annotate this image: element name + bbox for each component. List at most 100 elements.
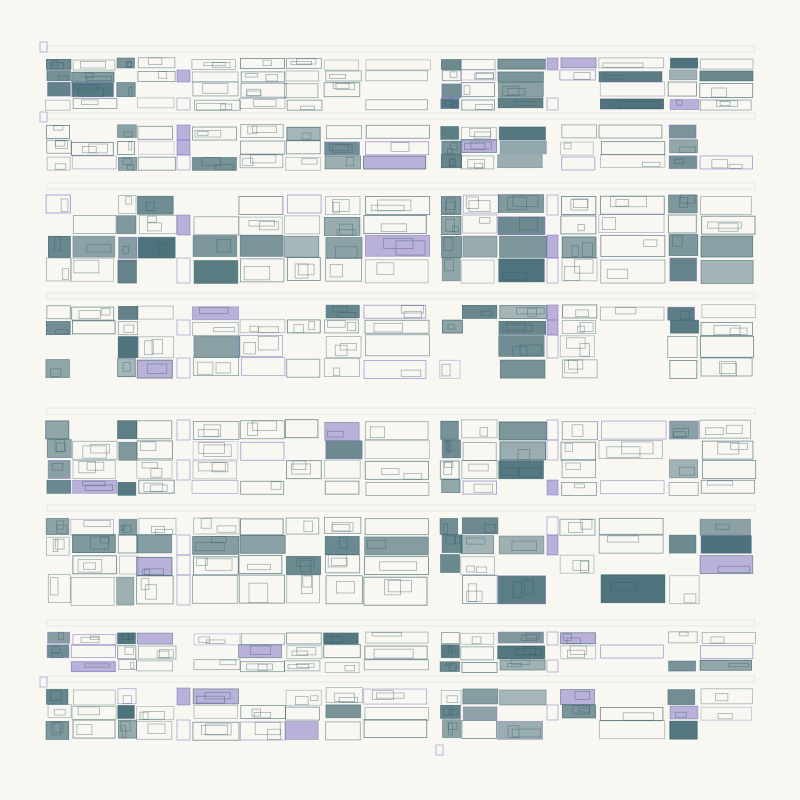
inner-tile bbox=[705, 427, 724, 435]
tile bbox=[600, 574, 666, 604]
inner-tile bbox=[443, 237, 454, 251]
inner-tile bbox=[502, 271, 527, 281]
tile bbox=[284, 235, 320, 258]
tile bbox=[460, 556, 495, 576]
tile bbox=[668, 660, 696, 672]
tile bbox=[700, 322, 753, 336]
tile bbox=[324, 480, 360, 495]
tile bbox=[499, 441, 546, 461]
inner-tile bbox=[74, 84, 98, 91]
inner-tile bbox=[73, 259, 100, 274]
tile bbox=[667, 689, 696, 706]
inner-tile bbox=[728, 163, 743, 169]
tile bbox=[364, 536, 429, 556]
inner-tile bbox=[86, 244, 112, 253]
tile bbox=[286, 358, 321, 378]
tile bbox=[439, 661, 461, 673]
inner-tile bbox=[53, 125, 64, 131]
tile bbox=[598, 534, 664, 554]
tile bbox=[136, 720, 173, 740]
purple-tile bbox=[176, 719, 191, 741]
inner-tile bbox=[121, 725, 127, 739]
inner-tile bbox=[521, 634, 538, 642]
tile bbox=[118, 306, 139, 320]
tile bbox=[324, 536, 360, 555]
tile bbox=[560, 57, 597, 69]
tile bbox=[137, 195, 174, 215]
tile bbox=[700, 335, 755, 358]
inner-tile bbox=[54, 163, 67, 170]
tile bbox=[600, 98, 664, 110]
inner-tile bbox=[292, 460, 307, 471]
purple-tile bbox=[176, 139, 191, 156]
inner-tile bbox=[203, 62, 226, 67]
tile bbox=[286, 99, 323, 111]
tile bbox=[72, 235, 116, 258]
tile bbox=[72, 719, 116, 739]
tile bbox=[116, 124, 137, 139]
tile bbox=[239, 534, 286, 554]
inner-tile bbox=[84, 663, 111, 668]
inner-tile bbox=[479, 217, 491, 224]
inner-tile bbox=[332, 82, 350, 89]
tile bbox=[462, 442, 497, 461]
inner-tile bbox=[81, 99, 99, 105]
inner-tile bbox=[265, 74, 279, 82]
tile bbox=[137, 71, 176, 82]
tile bbox=[117, 141, 135, 155]
inner-tile bbox=[373, 648, 414, 659]
inner-tile bbox=[126, 61, 132, 67]
tile bbox=[441, 70, 462, 82]
inner-tile bbox=[346, 321, 357, 332]
inner-tile bbox=[146, 363, 168, 374]
tile bbox=[561, 196, 597, 215]
inner-tile bbox=[147, 723, 166, 734]
inner-tile bbox=[128, 87, 133, 96]
tile bbox=[116, 576, 135, 606]
tile bbox=[700, 196, 752, 215]
inner-tile bbox=[310, 695, 319, 701]
purple-tile bbox=[176, 574, 191, 606]
tile bbox=[72, 479, 118, 494]
inner-tile bbox=[58, 631, 64, 640]
tile bbox=[72, 59, 116, 71]
inner-tile bbox=[582, 242, 593, 257]
tile bbox=[239, 97, 286, 109]
tile bbox=[700, 706, 753, 721]
tile bbox=[498, 421, 547, 441]
inner-tile bbox=[257, 335, 279, 351]
inner-tile bbox=[444, 201, 455, 214]
inner-tile bbox=[290, 61, 313, 66]
purple-tile bbox=[546, 304, 559, 321]
tile bbox=[498, 82, 544, 97]
inner-tile bbox=[251, 708, 261, 717]
tile bbox=[138, 645, 177, 660]
tile bbox=[701, 215, 756, 235]
inner-tile bbox=[54, 538, 65, 550]
inner-tile bbox=[563, 633, 572, 641]
inner-tile bbox=[579, 322, 594, 332]
tile bbox=[323, 217, 361, 236]
inner-tile bbox=[144, 584, 157, 600]
tile bbox=[136, 440, 173, 460]
inner-tile bbox=[140, 441, 157, 452]
inner-tile bbox=[441, 363, 451, 377]
inner-tile bbox=[376, 692, 405, 699]
tile bbox=[668, 214, 697, 234]
inner-tile bbox=[53, 721, 64, 733]
tile bbox=[364, 645, 428, 660]
inner-tile bbox=[55, 140, 66, 147]
tile bbox=[497, 645, 546, 660]
tile bbox=[324, 155, 361, 170]
tile bbox=[117, 481, 137, 496]
inner-tile bbox=[76, 724, 93, 736]
purple-tile bbox=[546, 334, 559, 359]
inner-tile bbox=[370, 204, 405, 212]
tile bbox=[364, 259, 429, 284]
inner-tile bbox=[452, 225, 459, 233]
inner-tile bbox=[467, 159, 485, 169]
inner-tile bbox=[198, 442, 225, 454]
tile bbox=[460, 632, 495, 645]
inner-tile bbox=[158, 243, 167, 255]
tile bbox=[701, 440, 754, 460]
